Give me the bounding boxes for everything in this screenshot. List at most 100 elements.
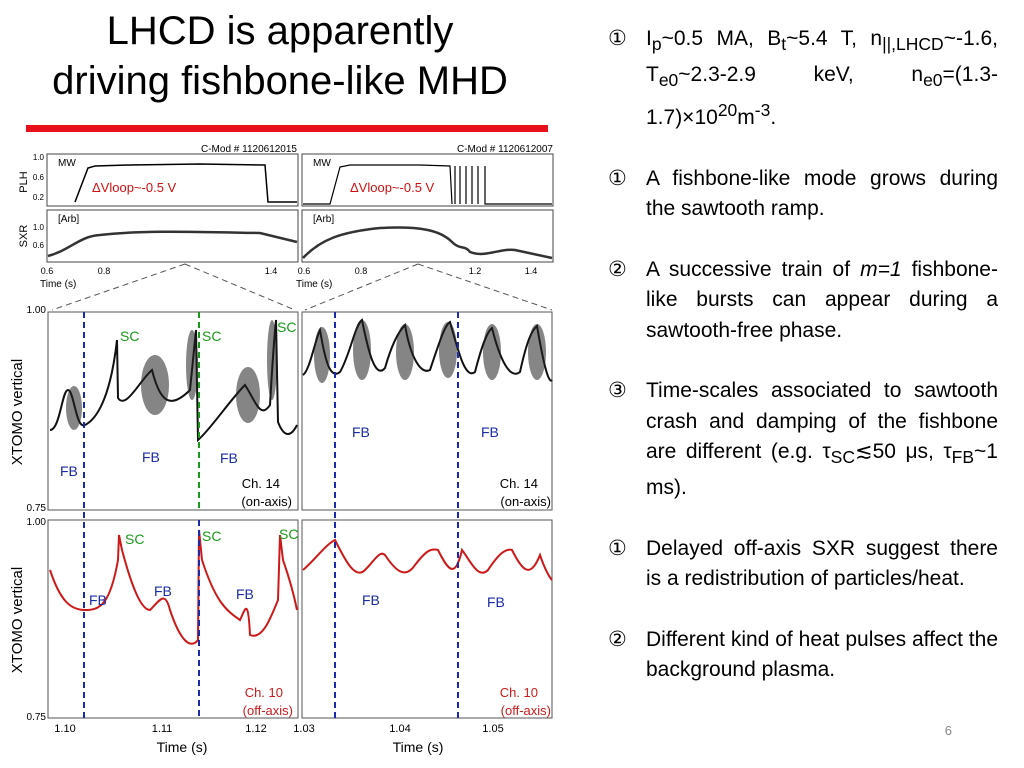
on-axis-label: (on-axis): [241, 494, 292, 509]
small-xtick: 1.4: [265, 266, 278, 276]
plh-tick: 0.2: [33, 193, 45, 202]
fb-label: FB: [142, 449, 160, 465]
vloop-annotation-right: ΔVloop~-0.5 V: [350, 180, 435, 195]
sc-label: SC: [125, 531, 144, 547]
sc-label: SC: [120, 328, 139, 344]
burst-fill-left: [66, 320, 277, 430]
ch10-label: Ch. 10: [500, 685, 538, 700]
sc-label: SC: [202, 528, 221, 544]
ch14-box-left: [47, 311, 299, 511]
shot-label-left: C-Mod # 1120612015: [201, 144, 297, 155]
off-axis-label: (off-axis): [501, 703, 551, 718]
big-xtick: 1.04: [389, 723, 410, 735]
ch14-label: Ch. 14: [500, 476, 538, 491]
sxr-tick: 1.0: [33, 223, 45, 232]
on-axis-label: (on-axis): [500, 494, 551, 509]
plh-tick: 1.0: [33, 153, 45, 162]
channel-labels: Ch. 14 (on-axis) Ch. 14 (on-axis) Ch. 10…: [241, 476, 551, 718]
off-axis-label: (off-axis): [243, 703, 293, 718]
bullet-text: A fishbone-like mode grows during the sa…: [646, 166, 998, 221]
bullet-item: ② Different kind of heat pulses affect t…: [608, 625, 998, 686]
bullet-item: ② A successive train of m=1 fishbone-lik…: [608, 255, 998, 347]
shot-label-right: C-Mod # 1120612007: [457, 144, 553, 155]
trace-ch14-left: [49, 319, 298, 443]
bullet-text: A successive train of m=1 fishbone-like …: [646, 257, 998, 342]
sc-label: SC: [279, 526, 298, 542]
bullet-list: ① Ip~0.5 MA, Bt~5.4 T, n||,LHCD~-1.6, Te…: [608, 24, 998, 716]
arb-unit-left: [Arb]: [58, 214, 79, 225]
burst-fill-right: [314, 320, 546, 383]
zoom-lines: [51, 263, 553, 311]
bullet-item: ③ Time-scales associated to sawtooth cra…: [608, 376, 998, 503]
dashed-markers: [83, 312, 459, 718]
plh-box-left: [46, 153, 299, 207]
ch14-label: Ch. 14: [242, 476, 280, 491]
bullet-marker: ③: [608, 379, 627, 403]
big-xtick: 1.03: [293, 723, 314, 735]
fb-label: FB: [481, 424, 499, 440]
big-xticks: 1.10 1.11 1.12 1.03 1.04 1.05: [54, 723, 503, 735]
plh-tick: 0.6: [33, 173, 45, 182]
ch10-label: Ch. 10: [245, 685, 283, 700]
fb-label: FB: [352, 424, 370, 440]
time-axis-label-left: Time (s): [157, 739, 208, 755]
sxr-box-right: [301, 209, 554, 263]
bullet-item: ① Delayed off-axis SXR suggest there is …: [608, 534, 998, 595]
fb-label: FB: [487, 594, 505, 610]
fb-label: FB: [89, 592, 107, 608]
ytick-top: 1.00: [27, 517, 47, 528]
ch10-box-left: [47, 519, 299, 719]
mw-unit-left: MW: [58, 158, 76, 169]
fb-label: FB: [220, 450, 238, 466]
sxr-trace-left: [47, 230, 298, 258]
page-number: 6: [944, 723, 952, 738]
ytick-bottom: 0.75: [27, 712, 47, 723]
title-underline: [26, 125, 548, 132]
bullet-item: ① Ip~0.5 MA, Bt~5.4 T, n||,LHCD~-1.6, Te…: [608, 24, 998, 134]
bullet-text: Time-scales associated to sawtooth crash…: [646, 379, 998, 500]
big-xtick: 1.05: [482, 723, 503, 735]
bullet-text: Different kind of heat pulses affect the…: [646, 627, 998, 682]
bullet-text: Ip~0.5 MA, Bt~5.4 T, n||,LHCD~-1.6, Te0~…: [646, 27, 998, 130]
xtomo-ylabel-bottom: XTOMO vertical: [9, 567, 26, 673]
ytick-bottom: 0.75: [27, 503, 47, 514]
slide-title-line-1: LHCD is apparently: [106, 9, 454, 53]
plh-trace-right: [303, 164, 552, 205]
small-xtick: 0.8: [355, 266, 368, 276]
time-axis-label-right: Time (s): [393, 739, 444, 755]
trace-ch14-right: [302, 318, 553, 382]
sc-label: SC: [277, 319, 296, 335]
slide-title: LHCD is apparently driving fishbone-like…: [0, 6, 560, 106]
sxr-ylabel: SXR: [18, 225, 30, 248]
trace-ch10-left: [49, 529, 298, 645]
bullet-marker: ②: [608, 257, 627, 281]
bullet-item: ① A fishbone-like mode grows during the …: [608, 164, 998, 225]
bullet-marker: ①: [608, 27, 627, 50]
trace-ch10-right: [302, 538, 553, 581]
small-time-label-right: Time (s): [296, 279, 332, 290]
mw-unit-right: MW: [313, 158, 331, 169]
vloop-annotation-left: ΔVloop~-0.5 V: [92, 180, 177, 195]
ytick-top: 1.00: [27, 305, 47, 316]
sxr-box-left: [46, 209, 299, 263]
small-panels: C-Mod # 1120612015 C-Mod # 1120612007 PL…: [18, 144, 554, 311]
ch14-box-right: [301, 311, 553, 511]
plh-box-right: [301, 153, 554, 207]
fb-label: FB: [362, 592, 380, 608]
slide-title-line-2: driving fishbone-like MHD: [52, 59, 508, 103]
small-xtick: 1.4: [525, 266, 538, 276]
small-xtick: 0.6: [298, 266, 311, 276]
sc-label: SC: [202, 328, 221, 344]
plh-trace-left: [74, 163, 297, 203]
big-xtick: 1.10: [54, 723, 75, 735]
small-time-label-left: Time (s): [40, 279, 76, 290]
bullet-text: Delayed off-axis SXR suggest there is a …: [646, 536, 998, 591]
big-panels: XTOMO vertical XTOMO vertical 1.00 0.75 …: [9, 305, 553, 755]
fb-label: FB: [236, 586, 254, 602]
small-xtick: 0.6: [41, 266, 54, 276]
plh-ylabel: PLH: [18, 171, 30, 192]
bullet-marker: ①: [608, 166, 627, 190]
fb-label: FB: [154, 583, 172, 599]
sxr-tick: 0.6: [33, 241, 45, 250]
bullet-marker: ①: [608, 536, 627, 560]
